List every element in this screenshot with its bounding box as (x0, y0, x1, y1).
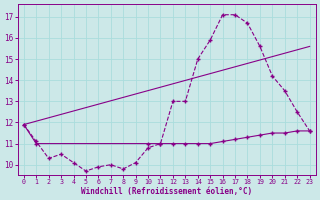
X-axis label: Windchill (Refroidissement éolien,°C): Windchill (Refroidissement éolien,°C) (81, 187, 252, 196)
